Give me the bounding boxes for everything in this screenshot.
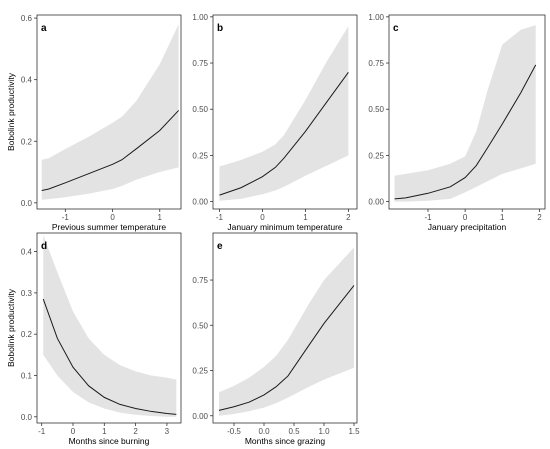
y-tick-label: 0.25 — [368, 151, 384, 160]
x-tick-label: 0 — [71, 427, 76, 436]
x-tick-label: -0.5 — [227, 427, 241, 436]
x-axis-title: January minimum temperature — [227, 222, 343, 232]
confidence-band — [41, 24, 179, 200]
y-tick-label: 0.50 — [368, 105, 384, 114]
panel-a: 0.0 0.2 0.4 0.6 -1 0 1 a Previous summer tempera… — [6, 14, 182, 232]
x-axis-title: Previous summer temperature — [52, 222, 167, 232]
y-tick-label: 0.25 — [192, 151, 208, 160]
y-tick-label: 0.2 — [21, 137, 33, 146]
y-tick-label: 1.00 — [192, 13, 208, 22]
y-tick-label: 0.3 — [21, 289, 33, 298]
x-tick-label: 1.0 — [318, 427, 330, 436]
y-tick-label: 0.2 — [21, 330, 33, 339]
panel-letter: a — [41, 23, 47, 34]
y-tick-label: 0.00 — [192, 412, 208, 421]
x-tick-label: 2 — [133, 427, 138, 436]
x-tick-label: -1 — [62, 213, 70, 222]
x-tick-label: 2 — [537, 213, 542, 222]
panel-c: 0.00 0.25 0.50 0.75 1.00 -1 0 1 2 c January precip… — [368, 13, 546, 232]
x-tick-label: 1 — [102, 427, 107, 436]
x-tick-label: 0.5 — [288, 427, 300, 436]
x-tick-label: 0 — [260, 213, 265, 222]
x-tick-label: 0 — [463, 213, 468, 222]
y-tick-label: 0.25 — [192, 367, 208, 376]
fitted-line — [42, 298, 177, 415]
y-tick-label: 0.75 — [192, 59, 208, 68]
fitted-line — [218, 285, 355, 411]
confidence-band — [219, 247, 354, 416]
panel-e: 0.00 0.25 0.50 0.75 -0.5 0.0 0.5 1.0 1.5 e Months … — [192, 232, 360, 446]
fitted-line — [41, 110, 180, 192]
panel-letter: c — [393, 23, 399, 34]
x-tick-label: 1 — [303, 213, 308, 222]
y-tick-label: 0.0 — [21, 199, 33, 208]
y-tick-label: 0.75 — [368, 59, 384, 68]
x-tick-label: 3 — [165, 427, 170, 436]
confidence-band — [394, 25, 536, 202]
y-tick-label: 0.6 — [21, 14, 33, 23]
x-tick-label: 0.0 — [258, 427, 270, 436]
x-tick-label: 1 — [500, 213, 505, 222]
x-tick-label: -1 — [38, 427, 46, 436]
panel-letter: e — [217, 241, 223, 252]
y-tick-label: 0.4 — [21, 248, 33, 257]
panel-d: 0.0 0.1 0.2 0.3 0.4 -1 0 1 2 3 d Months since burni… — [6, 232, 182, 446]
y-tick-label: 0.75 — [192, 276, 208, 285]
y-tick-label: 0.00 — [368, 198, 384, 207]
x-tick-label: -1 — [216, 213, 224, 222]
y-tick-label: 0.50 — [192, 321, 208, 330]
fitted-line — [394, 64, 537, 200]
x-axis-title: Months since grazing — [245, 436, 326, 446]
x-tick-label: -1 — [424, 213, 432, 222]
confidence-band — [219, 26, 349, 201]
x-tick-label: 0 — [110, 213, 115, 222]
y-axis-title: Bobolink productivity — [6, 72, 16, 151]
y-tick-label: 0.50 — [192, 105, 208, 114]
y-tick-label: 1.00 — [368, 13, 384, 22]
fitted-line — [219, 71, 349, 196]
panel-letter: b — [217, 23, 223, 34]
x-tick-label: 1.5 — [348, 427, 360, 436]
x-tick-label: 1 — [158, 213, 163, 222]
x-tick-label: 2 — [346, 213, 351, 222]
y-tick-label: 0.00 — [192, 198, 208, 207]
panel-letter: d — [41, 241, 47, 252]
y-tick-label: 0.1 — [21, 372, 33, 381]
x-axis-title: January precipitation — [428, 222, 507, 232]
y-tick-label: 0.4 — [21, 76, 33, 85]
x-axis-title: Months since burning — [69, 436, 150, 446]
panel-b: 0.00 0.25 0.50 0.75 1.00 -1 0 1 2 b January minimu… — [192, 13, 358, 232]
y-axis-title: Bobolink productivity — [6, 288, 16, 367]
y-tick-label: 0.0 — [21, 413, 33, 422]
